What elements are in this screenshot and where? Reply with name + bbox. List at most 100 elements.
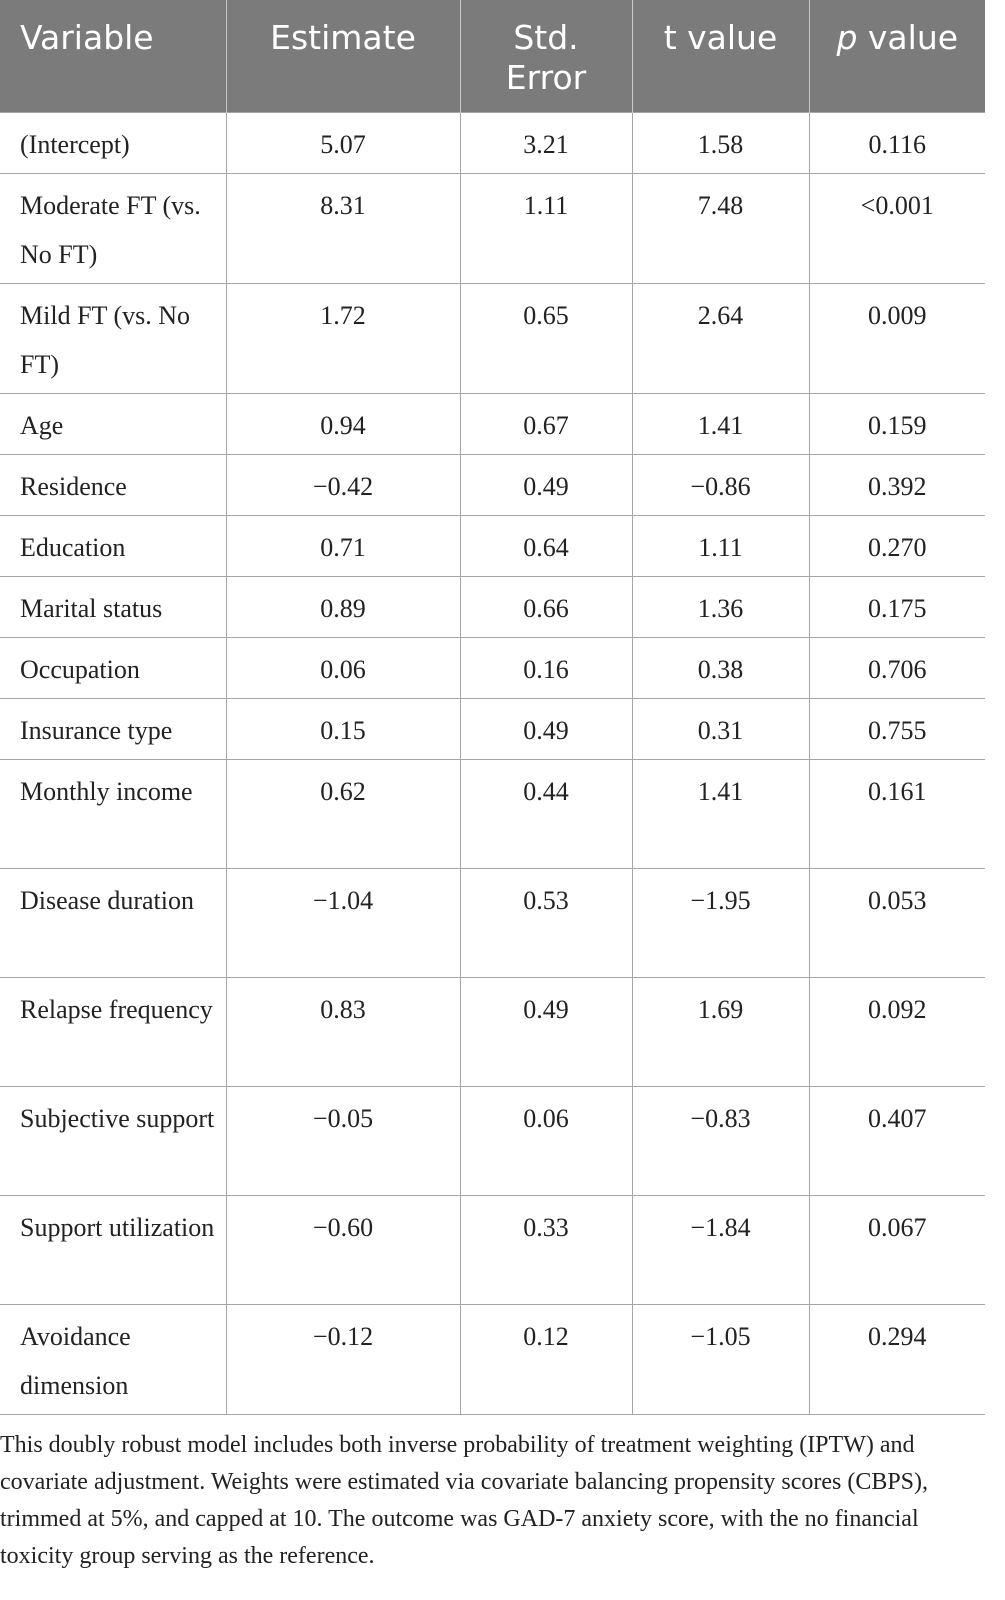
table-footnote: This doubly robust model includes both i… <box>0 1431 929 1569</box>
cell-estimate: 0.06 <box>225 636 460 698</box>
cell-std-error: 0.64 <box>459 514 632 576</box>
cell-t-value: −1.84 <box>631 1194 809 1304</box>
table-row: Marital status 0.89 0.66 1.36 0.175 <box>0 575 985 637</box>
cell-p-value: 0.175 <box>808 575 985 637</box>
header-p-value: p value <box>808 0 985 112</box>
cell-p-value: 0.270 <box>808 514 985 576</box>
cell-estimate: −0.60 <box>225 1194 460 1304</box>
cell-variable: Disease duration <box>0 867 226 977</box>
cell-estimate: −0.12 <box>225 1303 460 1415</box>
cell-t-value: 1.41 <box>631 758 809 868</box>
cell-t-value: 7.48 <box>631 172 809 283</box>
cell-variable: Subjective support <box>0 1085 226 1195</box>
cell-p-value: 0.706 <box>808 636 985 698</box>
cell-t-value: 1.36 <box>631 575 809 637</box>
header-t-value: t value <box>631 0 809 112</box>
header-row: Variable Estimate Std. Error t value p va… <box>0 0 985 112</box>
regression-table-container: Variable Estimate Std. Error t value p va… <box>0 0 985 1569</box>
table-body: (Intercept) 5.07 3.21 1.58 0.116 Moderate FT … <box>0 111 985 1415</box>
cell-std-error: 3.21 <box>459 111 632 173</box>
table-row: Avoidance dimension −0.12 0.12 −1.05 0.294 <box>0 1303 985 1415</box>
cell-std-error: 0.49 <box>459 453 632 515</box>
table-row: Relapse frequency 0.83 0.49 1.69 0.092 <box>0 976 985 1086</box>
header-std-error: Std. Error <box>459 0 632 112</box>
cell-p-value: 0.053 <box>808 867 985 977</box>
cell-variable: Avoidance dimension <box>0 1303 226 1415</box>
cell-variable: Residence <box>0 453 226 515</box>
table-row: Mild FT (vs. No FT) 1.72 0.65 2.64 0.009 <box>0 282 985 393</box>
table-row: Occupation 0.06 0.16 0.38 0.706 <box>0 636 985 698</box>
cell-t-value: 1.69 <box>631 976 809 1086</box>
cell-p-value: 0.067 <box>808 1194 985 1304</box>
cell-variable: Support utilization <box>0 1194 226 1304</box>
cell-variable: Education <box>0 514 226 576</box>
table-row: Age 0.94 0.67 1.41 0.159 <box>0 392 985 454</box>
header-variable: Variable <box>0 0 226 112</box>
cell-std-error: 1.11 <box>459 172 632 283</box>
cell-std-error: 0.33 <box>459 1194 632 1304</box>
cell-variable: Mild FT (vs. No FT) <box>0 282 226 393</box>
cell-p-value: 0.159 <box>808 392 985 454</box>
cell-t-value: −1.95 <box>631 867 809 977</box>
table-header: Variable Estimate Std. Error t value p va… <box>0 0 985 112</box>
table-row: Monthly income 0.62 0.44 1.41 0.161 <box>0 758 985 868</box>
cell-std-error: 0.66 <box>459 575 632 637</box>
cell-variable: Occupation <box>0 636 226 698</box>
cell-t-value: −0.83 <box>631 1085 809 1195</box>
cell-p-value: 0.116 <box>808 111 985 173</box>
cell-p-value: 0.161 <box>808 758 985 868</box>
cell-variable: Marital status <box>0 575 226 637</box>
cell-std-error: 0.53 <box>459 867 632 977</box>
header-p-letter: p <box>836 18 858 57</box>
cell-variable: (Intercept) <box>0 111 226 173</box>
cell-std-error: 0.49 <box>459 976 632 1086</box>
cell-estimate: 5.07 <box>225 111 460 173</box>
cell-p-value: <0.001 <box>808 172 985 283</box>
table-row: Moderate FT (vs. No FT) 8.31 1.11 7.48 <0.00… <box>0 172 985 283</box>
cell-t-value: −1.05 <box>631 1303 809 1415</box>
cell-t-value: −0.86 <box>631 453 809 515</box>
cell-t-value: 0.38 <box>631 636 809 698</box>
cell-t-value: 1.58 <box>631 111 809 173</box>
cell-t-value: 2.64 <box>631 282 809 393</box>
cell-std-error: 0.06 <box>459 1085 632 1195</box>
cell-variable: Age <box>0 392 226 454</box>
cell-estimate: 0.71 <box>225 514 460 576</box>
cell-estimate: 0.15 <box>225 697 460 759</box>
table-row: Subjective support −0.05 0.06 −0.83 0.407 <box>0 1085 985 1195</box>
cell-p-value: 0.009 <box>808 282 985 393</box>
header-p-label: value <box>867 18 959 57</box>
cell-estimate: 0.89 <box>225 575 460 637</box>
cell-p-value: 0.294 <box>808 1303 985 1415</box>
cell-variable: Insurance type <box>0 697 226 759</box>
cell-estimate: 0.94 <box>225 392 460 454</box>
cell-variable: Relapse frequency <box>0 976 226 1086</box>
cell-variable: Monthly income <box>0 758 226 868</box>
cell-p-value: 0.407 <box>808 1085 985 1195</box>
cell-t-value: 1.11 <box>631 514 809 576</box>
cell-t-value: 0.31 <box>631 697 809 759</box>
cell-estimate: 0.83 <box>225 976 460 1086</box>
table-row: Support utilization −0.60 0.33 −1.84 0.067 <box>0 1194 985 1304</box>
cell-t-value: 1.41 <box>631 392 809 454</box>
cell-estimate: −1.04 <box>225 867 460 977</box>
header-std-error-label: Std. Error <box>505 18 587 97</box>
table-row: Education 0.71 0.64 1.11 0.270 <box>0 514 985 576</box>
cell-std-error: 0.16 <box>459 636 632 698</box>
cell-variable: Moderate FT (vs. No FT) <box>0 172 226 283</box>
table-row: Disease duration −1.04 0.53 −1.95 0.053 <box>0 867 985 977</box>
table-row: (Intercept) 5.07 3.21 1.58 0.116 <box>0 111 985 173</box>
table-row: Residence −0.42 0.49 −0.86 0.392 <box>0 453 985 515</box>
cell-estimate: 0.62 <box>225 758 460 868</box>
cell-std-error: 0.67 <box>459 392 632 454</box>
cell-estimate: 1.72 <box>225 282 460 393</box>
table-row: Insurance type 0.15 0.49 0.31 0.755 <box>0 697 985 759</box>
cell-p-value: 0.092 <box>808 976 985 1086</box>
cell-std-error: 0.44 <box>459 758 632 868</box>
cell-std-error: 0.49 <box>459 697 632 759</box>
cell-p-value: 0.392 <box>808 453 985 515</box>
regression-table: Variable Estimate Std. Error t value p va… <box>0 0 985 1415</box>
header-estimate: Estimate <box>225 0 460 112</box>
cell-std-error: 0.65 <box>459 282 632 393</box>
cell-estimate: 8.31 <box>225 172 460 283</box>
